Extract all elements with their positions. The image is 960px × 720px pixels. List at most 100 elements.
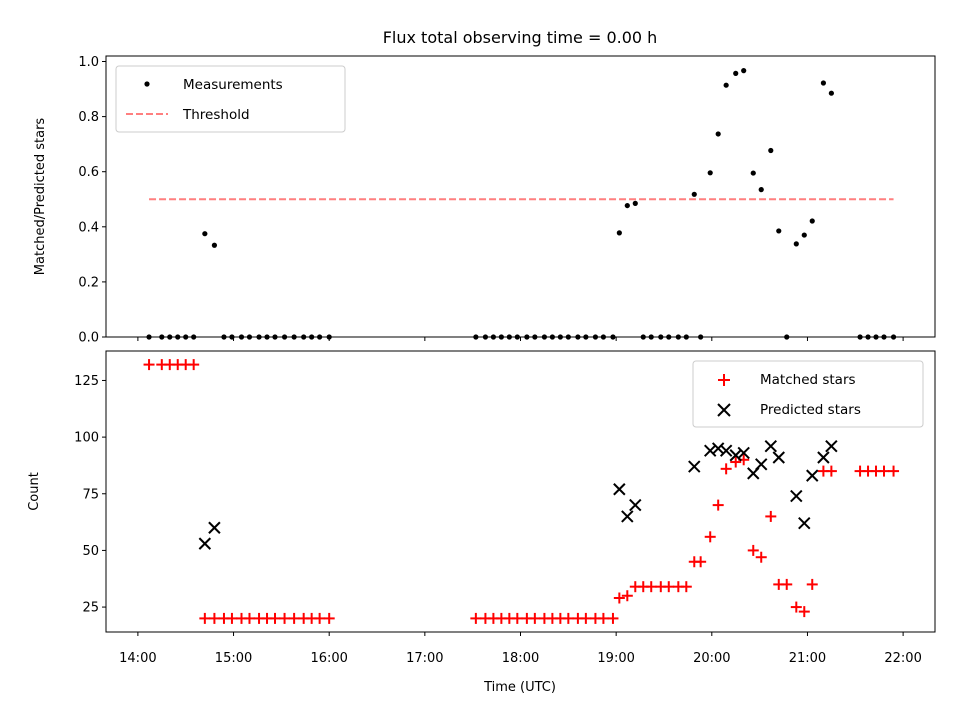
- predicted-star-point: [719, 444, 733, 457]
- matched-star-point: [580, 612, 592, 624]
- measurement-point: [820, 80, 827, 86]
- predicted-star-point: [806, 469, 819, 482]
- matched-star-point: [695, 556, 707, 568]
- top-legend-box: [115, 65, 346, 133]
- predicted-star-point: [688, 460, 701, 473]
- bottom-plot-area: [143, 359, 900, 624]
- matched-star-point: [269, 612, 281, 624]
- legend-measurements-label: Measurements: [183, 77, 283, 93]
- legend-measurements-marker: [144, 81, 150, 87]
- y-tick-label: 100: [74, 431, 99, 446]
- bottom-y-axis-label: Count: [27, 472, 42, 511]
- predicted-star-point: [629, 498, 642, 512]
- legend-predicted-marker: [717, 403, 731, 417]
- predicted-star-point: [790, 489, 803, 503]
- matched-star-point: [562, 612, 574, 624]
- chart-title: Flux total observing time = 0.00 h: [383, 28, 658, 47]
- x-tick-label: 22:00: [884, 651, 921, 666]
- matched-star-point: [470, 612, 482, 624]
- matched-star-point: [208, 612, 220, 624]
- matched-star-point: [888, 465, 900, 477]
- matched-star-point: [199, 612, 211, 624]
- matched-star-point: [680, 581, 692, 593]
- matched-star-point: [790, 601, 802, 613]
- measurement-point: [793, 241, 799, 247]
- predicted-star-point: [729, 449, 742, 462]
- predicted-star-point: [772, 451, 785, 464]
- matched-star-point: [511, 612, 523, 624]
- matched-star-point: [781, 578, 793, 590]
- legend-matched-marker: [718, 374, 730, 386]
- measurement-point: [691, 191, 697, 197]
- predicted-star-point: [198, 537, 212, 550]
- legend-threshold-label: Threshold: [182, 107, 250, 123]
- measurement-point: [776, 228, 782, 234]
- predicted-star-point: [613, 483, 626, 496]
- y-tick-label: 0.2: [78, 275, 99, 290]
- x-tick-label: 18:00: [502, 651, 539, 666]
- x-tick-label: 21:00: [789, 651, 826, 666]
- matched-star-point: [613, 592, 625, 604]
- top-legend: Measurements Threshold: [115, 65, 346, 133]
- matched-star-point: [765, 510, 777, 522]
- y-tick-label: 0.8: [78, 110, 99, 125]
- y-tick-label: 0.4: [78, 220, 99, 235]
- predicted-star-point: [711, 442, 725, 455]
- measurement-point: [733, 70, 739, 76]
- matched-star-point: [607, 612, 619, 624]
- matched-star-point: [188, 359, 200, 371]
- y-tick-label: 1.0: [78, 55, 99, 70]
- matched-star-point: [806, 578, 818, 590]
- matched-star-point: [825, 465, 837, 477]
- measurement-point: [723, 82, 729, 88]
- bottom-panel: 25 50 75 100 125 14:00 15:00 16:00 17:00 18:00 19…: [27, 350, 936, 695]
- matched-star-point: [720, 463, 732, 475]
- x-tick-label: 19:00: [597, 651, 634, 666]
- x-axis-label: Time (UTC): [483, 680, 556, 695]
- predicted-star-point: [817, 451, 830, 464]
- predicted-star-point: [704, 444, 717, 457]
- measurement-point: [211, 242, 218, 248]
- matched-star-point: [243, 612, 255, 624]
- x-tick-label: 14:00: [119, 651, 156, 666]
- matched-star-point: [712, 499, 724, 511]
- x-tick-label: 20:00: [693, 651, 730, 666]
- top-y-axis-label: Matched/Predicted stars: [33, 118, 48, 276]
- measurement-point: [202, 231, 208, 237]
- predicted-star-point: [208, 521, 221, 534]
- matched-star-point: [747, 544, 759, 556]
- matched-star-point: [226, 612, 238, 624]
- x-tick-label: 17:00: [406, 651, 443, 666]
- measurement-point: [768, 147, 774, 154]
- bottom-y-ticks: 25 50 75 100 125: [74, 374, 106, 616]
- matched-star-point: [279, 612, 291, 624]
- x-tick-label: 15:00: [215, 651, 252, 666]
- y-tick-label: 75: [82, 487, 99, 502]
- measurement-point: [632, 200, 638, 206]
- measurement-point: [616, 230, 622, 236]
- y-tick-label: 0.6: [78, 165, 99, 180]
- predicted-star-point: [755, 458, 768, 471]
- matched-star-point: [323, 612, 335, 624]
- matched-star-point: [878, 465, 890, 477]
- matched-star-point: [621, 590, 633, 602]
- matched-star-point: [704, 531, 716, 543]
- bottom-x-ticks: 14:00 15:00 16:00 17:00 18:00 19:00 20:00 21:00…: [119, 632, 922, 666]
- matched-star-point: [755, 551, 767, 563]
- matched-star-point: [798, 606, 810, 618]
- y-tick-label: 125: [74, 374, 99, 389]
- matched-star-point: [143, 359, 155, 371]
- measurement-point: [715, 131, 721, 137]
- matched-star-point: [645, 581, 657, 593]
- matched-star-point: [597, 612, 609, 624]
- predicted-star-point: [737, 446, 750, 460]
- predicted-star-point: [621, 510, 634, 523]
- x-tick-label: 16:00: [310, 651, 347, 666]
- y-tick-label: 50: [82, 544, 99, 559]
- predicted-star-point: [825, 439, 838, 453]
- bottom-legend: Matched stars Predicted stars: [692, 360, 924, 428]
- measurement-point: [758, 187, 764, 193]
- measurement-point: [801, 232, 807, 238]
- matched-star-point: [314, 612, 326, 624]
